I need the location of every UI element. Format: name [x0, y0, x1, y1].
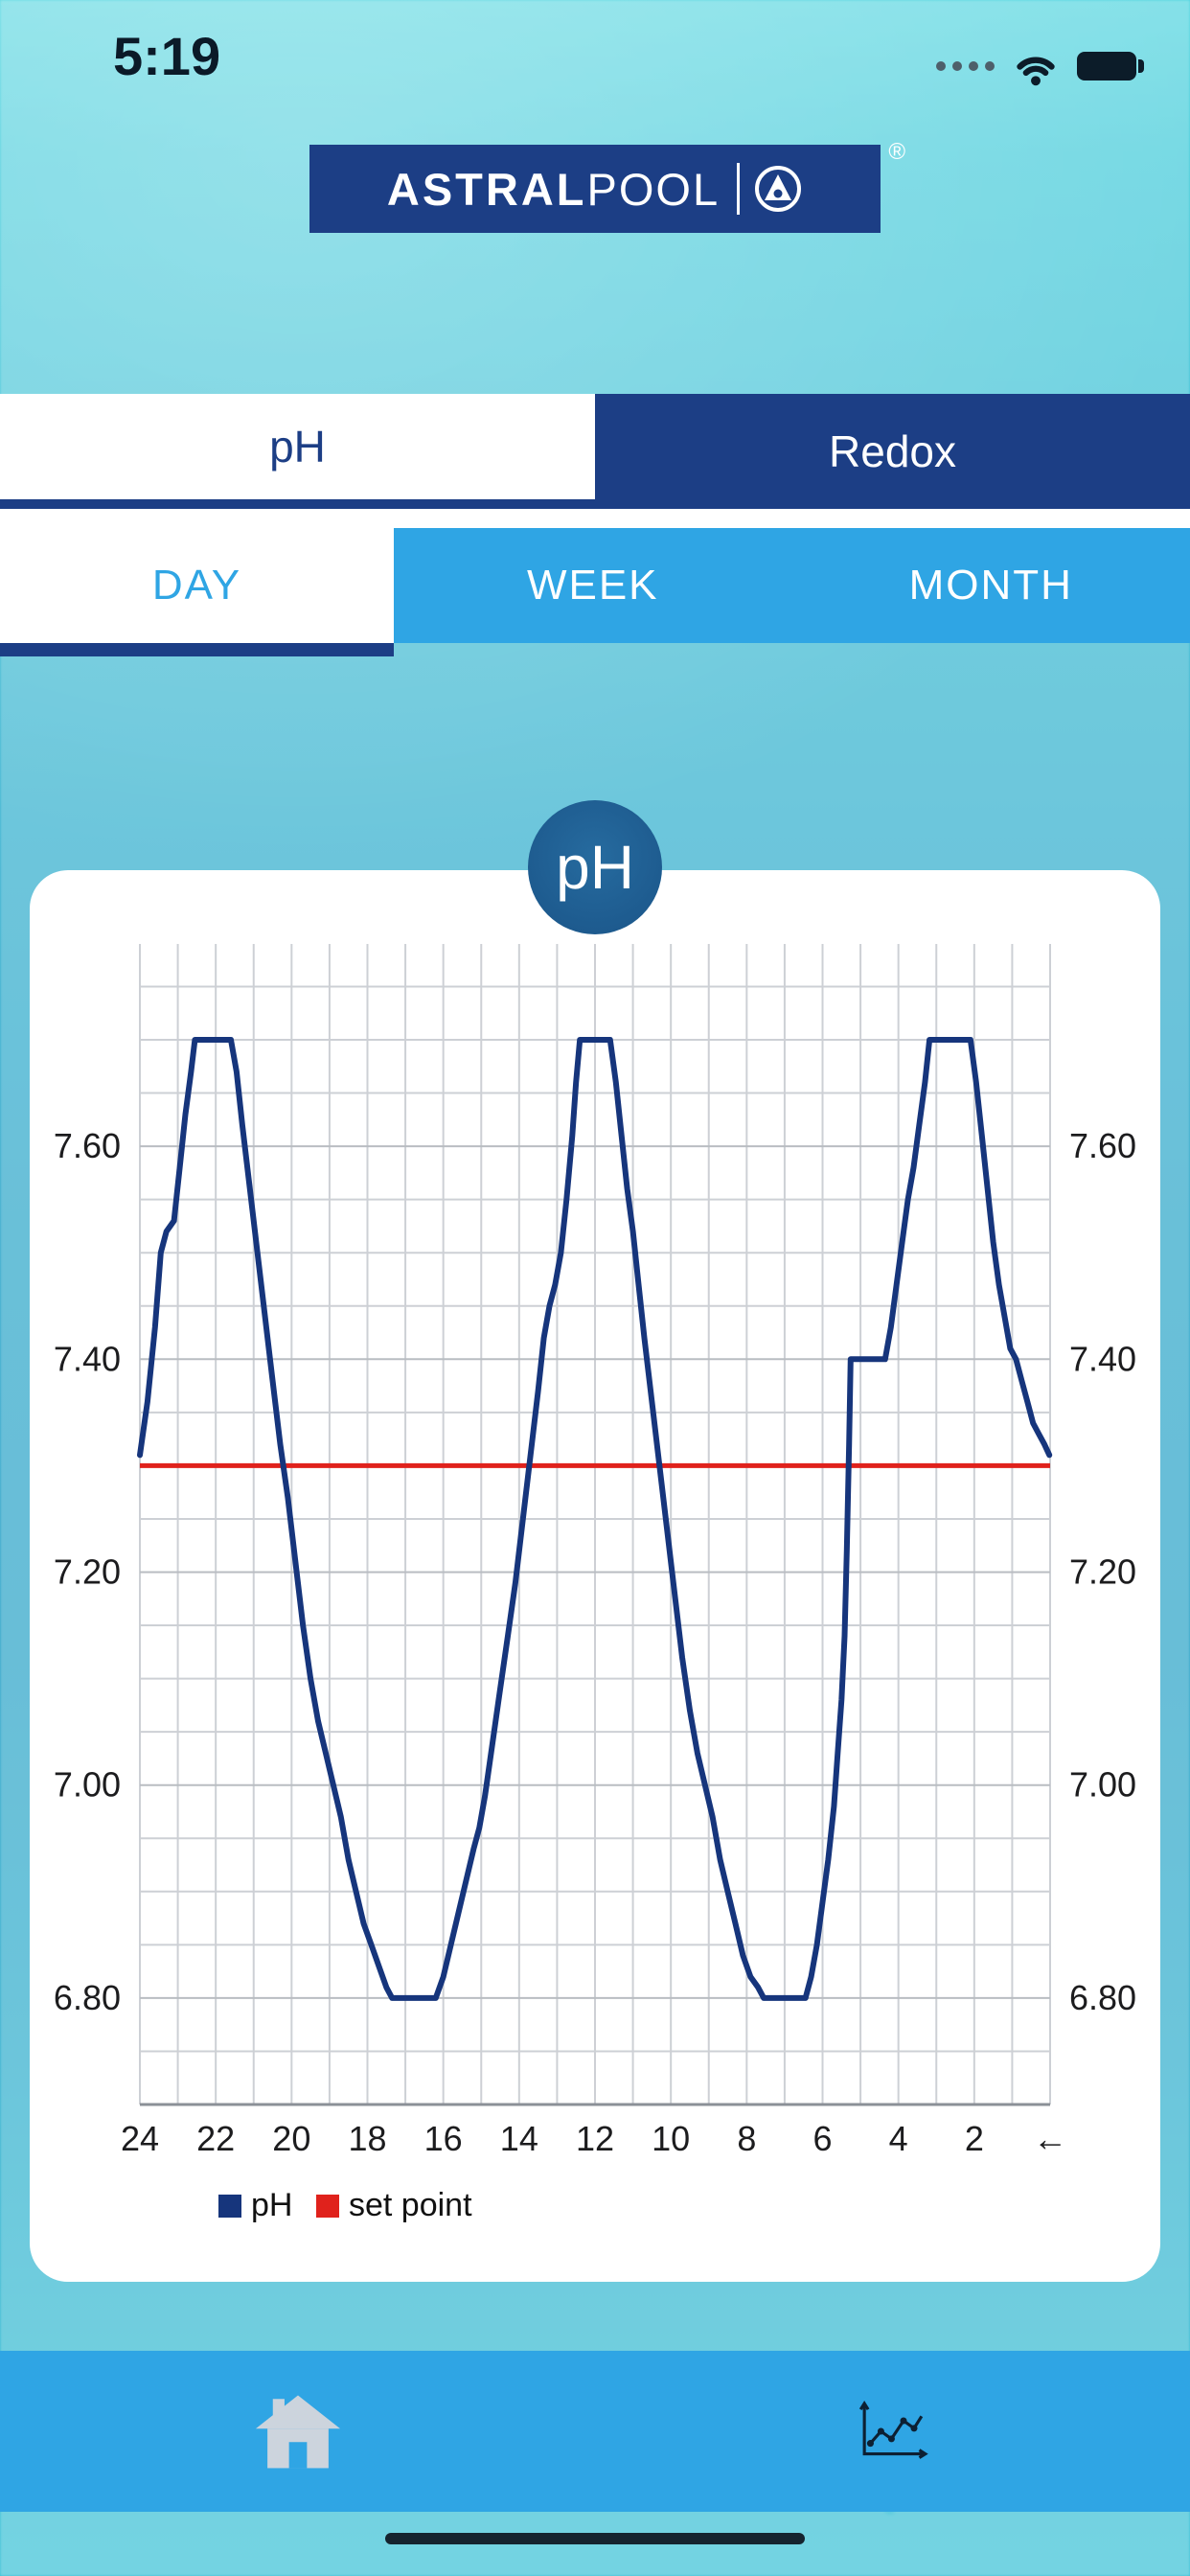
- brand-text-light: POOL: [586, 163, 721, 215]
- ph-badge: pH: [528, 800, 662, 934]
- y-axis-labels: 7.60 7.60 7.40 7.40 7.20 7.20 7.00 7.00 6.80 6.80: [54, 1126, 1136, 2017]
- svg-text:7.40: 7.40: [1069, 1339, 1136, 1378]
- line-chart-icon: [858, 2400, 928, 2459]
- svg-text:set point: set point: [349, 2187, 472, 2223]
- period-tabs: DAY WEEK MONTH: [0, 528, 1190, 643]
- svg-text:7.40: 7.40: [54, 1339, 121, 1378]
- astralpool-logo: ASTRAL POOL ®: [309, 139, 905, 233]
- svg-text:20: 20: [272, 2119, 310, 2158]
- home-indicator[interactable]: [385, 2533, 805, 2544]
- grid-lines: [139, 944, 1051, 2105]
- nav-home-button[interactable]: [0, 2351, 595, 2512]
- svg-text:pH: pH: [251, 2187, 292, 2223]
- svg-text:24: 24: [121, 2119, 159, 2158]
- svg-text:6: 6: [812, 2119, 832, 2158]
- brand-text-bold: ASTRAL: [386, 163, 587, 215]
- svg-text:4: 4: [889, 2119, 908, 2158]
- ph-line-chart: 7.60 7.60 7.40 7.40 7.20 7.20 7.00 7.00 6.80 6.80…: [54, 944, 1136, 2223]
- svg-text:6.80: 6.80: [54, 1978, 121, 2017]
- tab-month[interactable]: MONTH: [791, 528, 1190, 643]
- svg-text:6.80: 6.80: [1069, 1978, 1136, 2017]
- svg-text:7.60: 7.60: [1069, 1126, 1136, 1165]
- house-icon: [255, 2395, 340, 2469]
- x-axis-labels: 24 22 20 18 16 14 12 10 8 6 4 2 ←: [121, 2119, 1067, 2158]
- svg-text:18: 18: [348, 2119, 386, 2158]
- svg-text:10: 10: [652, 2119, 690, 2158]
- astralpool-logo-mark-icon: [755, 166, 802, 212]
- tabs-separator: [0, 509, 1190, 528]
- logo-divider: [737, 163, 741, 215]
- bottom-nav: [0, 2351, 1190, 2512]
- status-time: 5:19: [113, 26, 221, 86]
- status-icons: [936, 46, 1144, 86]
- primary-tabs: pH Redox: [0, 394, 1190, 509]
- tab-ph[interactable]: pH: [0, 394, 595, 509]
- wifi-icon: [1017, 57, 1055, 86]
- svg-text:7.00: 7.00: [1069, 1765, 1136, 1805]
- battery-icon: [1077, 52, 1144, 80]
- svg-text:8: 8: [737, 2119, 756, 2158]
- day-tab-underline: [0, 643, 394, 656]
- tab-week[interactable]: WEEK: [394, 528, 792, 643]
- registered-mark: ®: [888, 139, 905, 165]
- svg-text:7.20: 7.20: [1069, 1552, 1136, 1591]
- svg-text:←: ←: [1033, 2119, 1067, 2158]
- tab-day[interactable]: DAY: [0, 528, 394, 643]
- svg-text:22: 22: [196, 2119, 235, 2158]
- tab-redox[interactable]: Redox: [595, 394, 1190, 509]
- svg-text:7.00: 7.00: [54, 1765, 121, 1805]
- ph-series-line: [137, 1037, 1053, 2001]
- svg-text:12: 12: [576, 2119, 614, 2158]
- cellular-dots-icon: [936, 61, 995, 71]
- chart-legend: pH set point: [218, 2187, 472, 2223]
- svg-text:14: 14: [500, 2119, 538, 2158]
- svg-text:2: 2: [965, 2119, 984, 2158]
- nav-charts-button[interactable]: [595, 2351, 1190, 2512]
- chart-card: 7.60 7.60 7.40 7.40 7.20 7.20 7.00 7.00 6.80 6.80…: [30, 870, 1160, 2282]
- svg-text:16: 16: [424, 2119, 463, 2158]
- svg-text:7.20: 7.20: [54, 1552, 121, 1591]
- svg-text:7.60: 7.60: [54, 1126, 121, 1165]
